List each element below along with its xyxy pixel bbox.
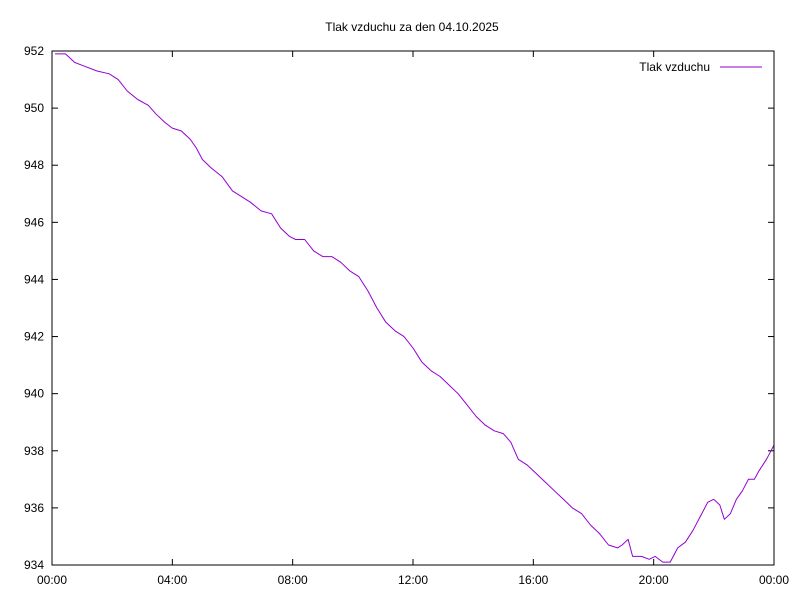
x-tick-label: 00:00 xyxy=(37,573,67,587)
y-tick-label: 942 xyxy=(24,330,44,344)
x-tick-label: 00:00 xyxy=(759,573,789,587)
y-tick-label: 944 xyxy=(24,272,44,286)
y-tick-label: 948 xyxy=(24,158,44,172)
x-tick-label: 08:00 xyxy=(278,573,308,587)
y-tick-label: 950 xyxy=(24,101,44,115)
legend: Tlak vzduchu xyxy=(639,60,762,74)
chart-title: Tlak vzduchu za den 04.10.2025 xyxy=(325,20,499,34)
series-layer xyxy=(55,53,775,563)
plot-frame xyxy=(51,50,775,566)
y-tick-label: 934 xyxy=(24,558,44,572)
legend-label: Tlak vzduchu xyxy=(639,60,710,74)
axis-ticks: 934 936 938 940 942 944 946 948 950 952 00:00 04:00… xyxy=(24,44,789,587)
y-tick-label: 940 xyxy=(24,387,44,401)
y-tick-label: 938 xyxy=(24,444,44,458)
y-tick-label: 946 xyxy=(24,215,44,229)
x-tick-label: 12:00 xyxy=(398,573,428,587)
series-line-tlak-vzduchu xyxy=(55,53,775,563)
y-tick-label: 936 xyxy=(24,501,44,515)
x-tick-label: 20:00 xyxy=(639,573,669,587)
x-tick-label: 16:00 xyxy=(518,573,548,587)
y-tick-label: 952 xyxy=(24,44,44,58)
x-tick-label: 04:00 xyxy=(157,573,187,587)
